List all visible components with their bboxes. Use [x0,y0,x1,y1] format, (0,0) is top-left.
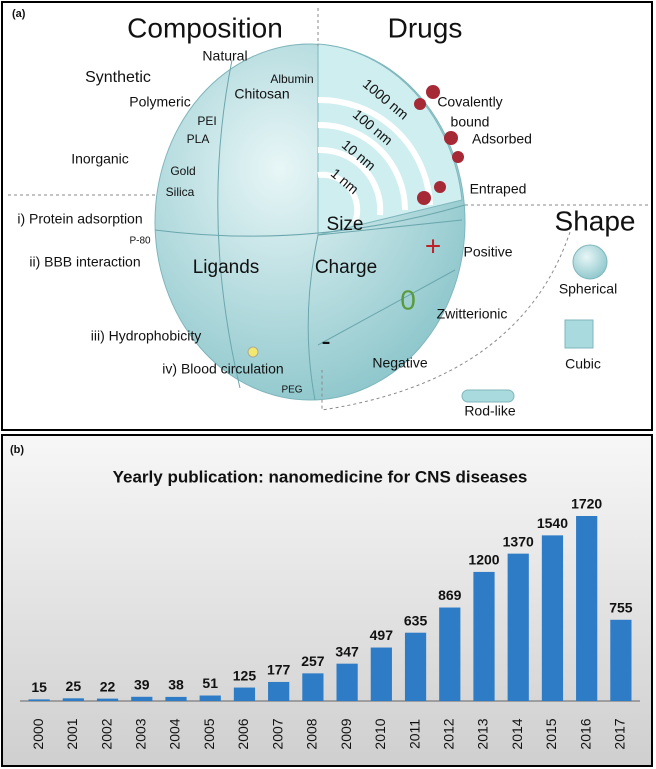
label: PEI [197,114,216,128]
bar [404,632,427,701]
label: Inorganic [71,151,129,167]
bar [199,695,221,701]
label: Synthetic [85,69,151,86]
value-label: 1370 [503,533,534,549]
value-label: 177 [267,662,291,678]
x-tick-label: 2016 [577,718,593,749]
value-label: 15 [31,679,47,695]
bar [370,647,392,701]
x-tick-label: 2000 [30,718,46,749]
x-tick-label: 2006 [235,718,251,749]
label: i) Protein adsorption [17,211,142,227]
label: Silica [166,185,195,199]
x-tick-label: 2009 [338,718,354,749]
label: Rod-like [464,403,516,419]
label: Negative [372,355,427,371]
charge-sign: + [425,230,441,261]
value-label: 1720 [571,496,602,512]
charge-sign: 0 [400,284,416,315]
bar [62,698,84,701]
bar [576,516,598,701]
shapes [461,244,608,403]
label: PLA [187,132,210,146]
heading: Composition [127,12,283,43]
label: Size [327,214,364,235]
label: Ligands [193,257,260,278]
value-label: 755 [609,599,633,615]
label: Spherical [559,281,617,297]
x-tick-label: 2015 [543,718,559,749]
bar [610,619,632,701]
sphere [154,43,466,401]
bar [268,681,290,701]
bar [96,698,119,701]
heading: Shape [555,205,636,236]
heading: Drugs [388,12,463,43]
value-label: 1540 [537,515,568,531]
label: Natural [202,48,247,64]
value-label: 22 [100,678,116,694]
dividers [8,8,650,411]
panel-label: (a) [12,8,26,20]
x-tick-label: 2002 [98,718,114,749]
label: PEG [281,385,302,396]
value-label: 39 [134,677,150,693]
label: Charge [315,257,377,278]
value-label: 51 [202,675,218,691]
value-label: 257 [301,653,325,669]
chart-title: Yearly publication: nanomedicine for CNS… [113,467,528,486]
bar [233,687,256,701]
value-label: 38 [168,677,184,693]
label: iv) Blood circulation [162,361,283,377]
x-tick-label: 2008 [304,718,320,749]
x-tick-label: 2003 [132,718,148,749]
label: Albumin [270,72,313,86]
label: Entraped [470,181,527,197]
bar [507,553,529,701]
value-label: 1200 [468,552,499,568]
x-tick-label: 2010 [372,718,388,749]
x-tick-label: 2017 [612,718,628,749]
x-tick-label: 2007 [269,718,285,749]
x-tick-label: 2011 [406,719,422,749]
bar [541,535,564,701]
value-label: 25 [66,678,82,694]
bar [439,607,461,701]
label: Cubic [565,356,601,372]
label: Gold [170,164,195,178]
label: P-80 [129,236,151,247]
x-tick-label: 2005 [201,718,217,749]
label: Covalently [437,94,502,110]
value-label: 635 [404,612,428,628]
x-tick-label: 2001 [64,718,80,749]
x-tick-label: 2013 [475,718,491,749]
label: Positive [463,244,512,260]
panel-label: (b) [10,444,24,456]
value-label: 125 [233,667,257,683]
label: bound [451,114,490,130]
bar [131,696,153,701]
bar [302,673,324,701]
x-tick-label: 2014 [509,718,525,749]
label: ii) BBB interaction [29,254,140,270]
charge-sign: - [321,325,330,356]
x-tick-label: 2012 [440,718,456,749]
value-label: 347 [335,643,359,659]
label: Polymeric [129,94,190,110]
bar [336,663,358,701]
label: Chitosan [234,86,289,102]
bar [165,696,187,701]
x-tick-label: 2004 [167,718,183,749]
value-label: 869 [438,587,462,603]
bar [28,699,50,701]
value-label: 497 [370,627,394,643]
label: iii) Hydrophobicity [91,328,201,344]
label: Adsorbed [472,131,532,147]
label: Zwitterionic [437,306,508,322]
bar [473,571,495,701]
